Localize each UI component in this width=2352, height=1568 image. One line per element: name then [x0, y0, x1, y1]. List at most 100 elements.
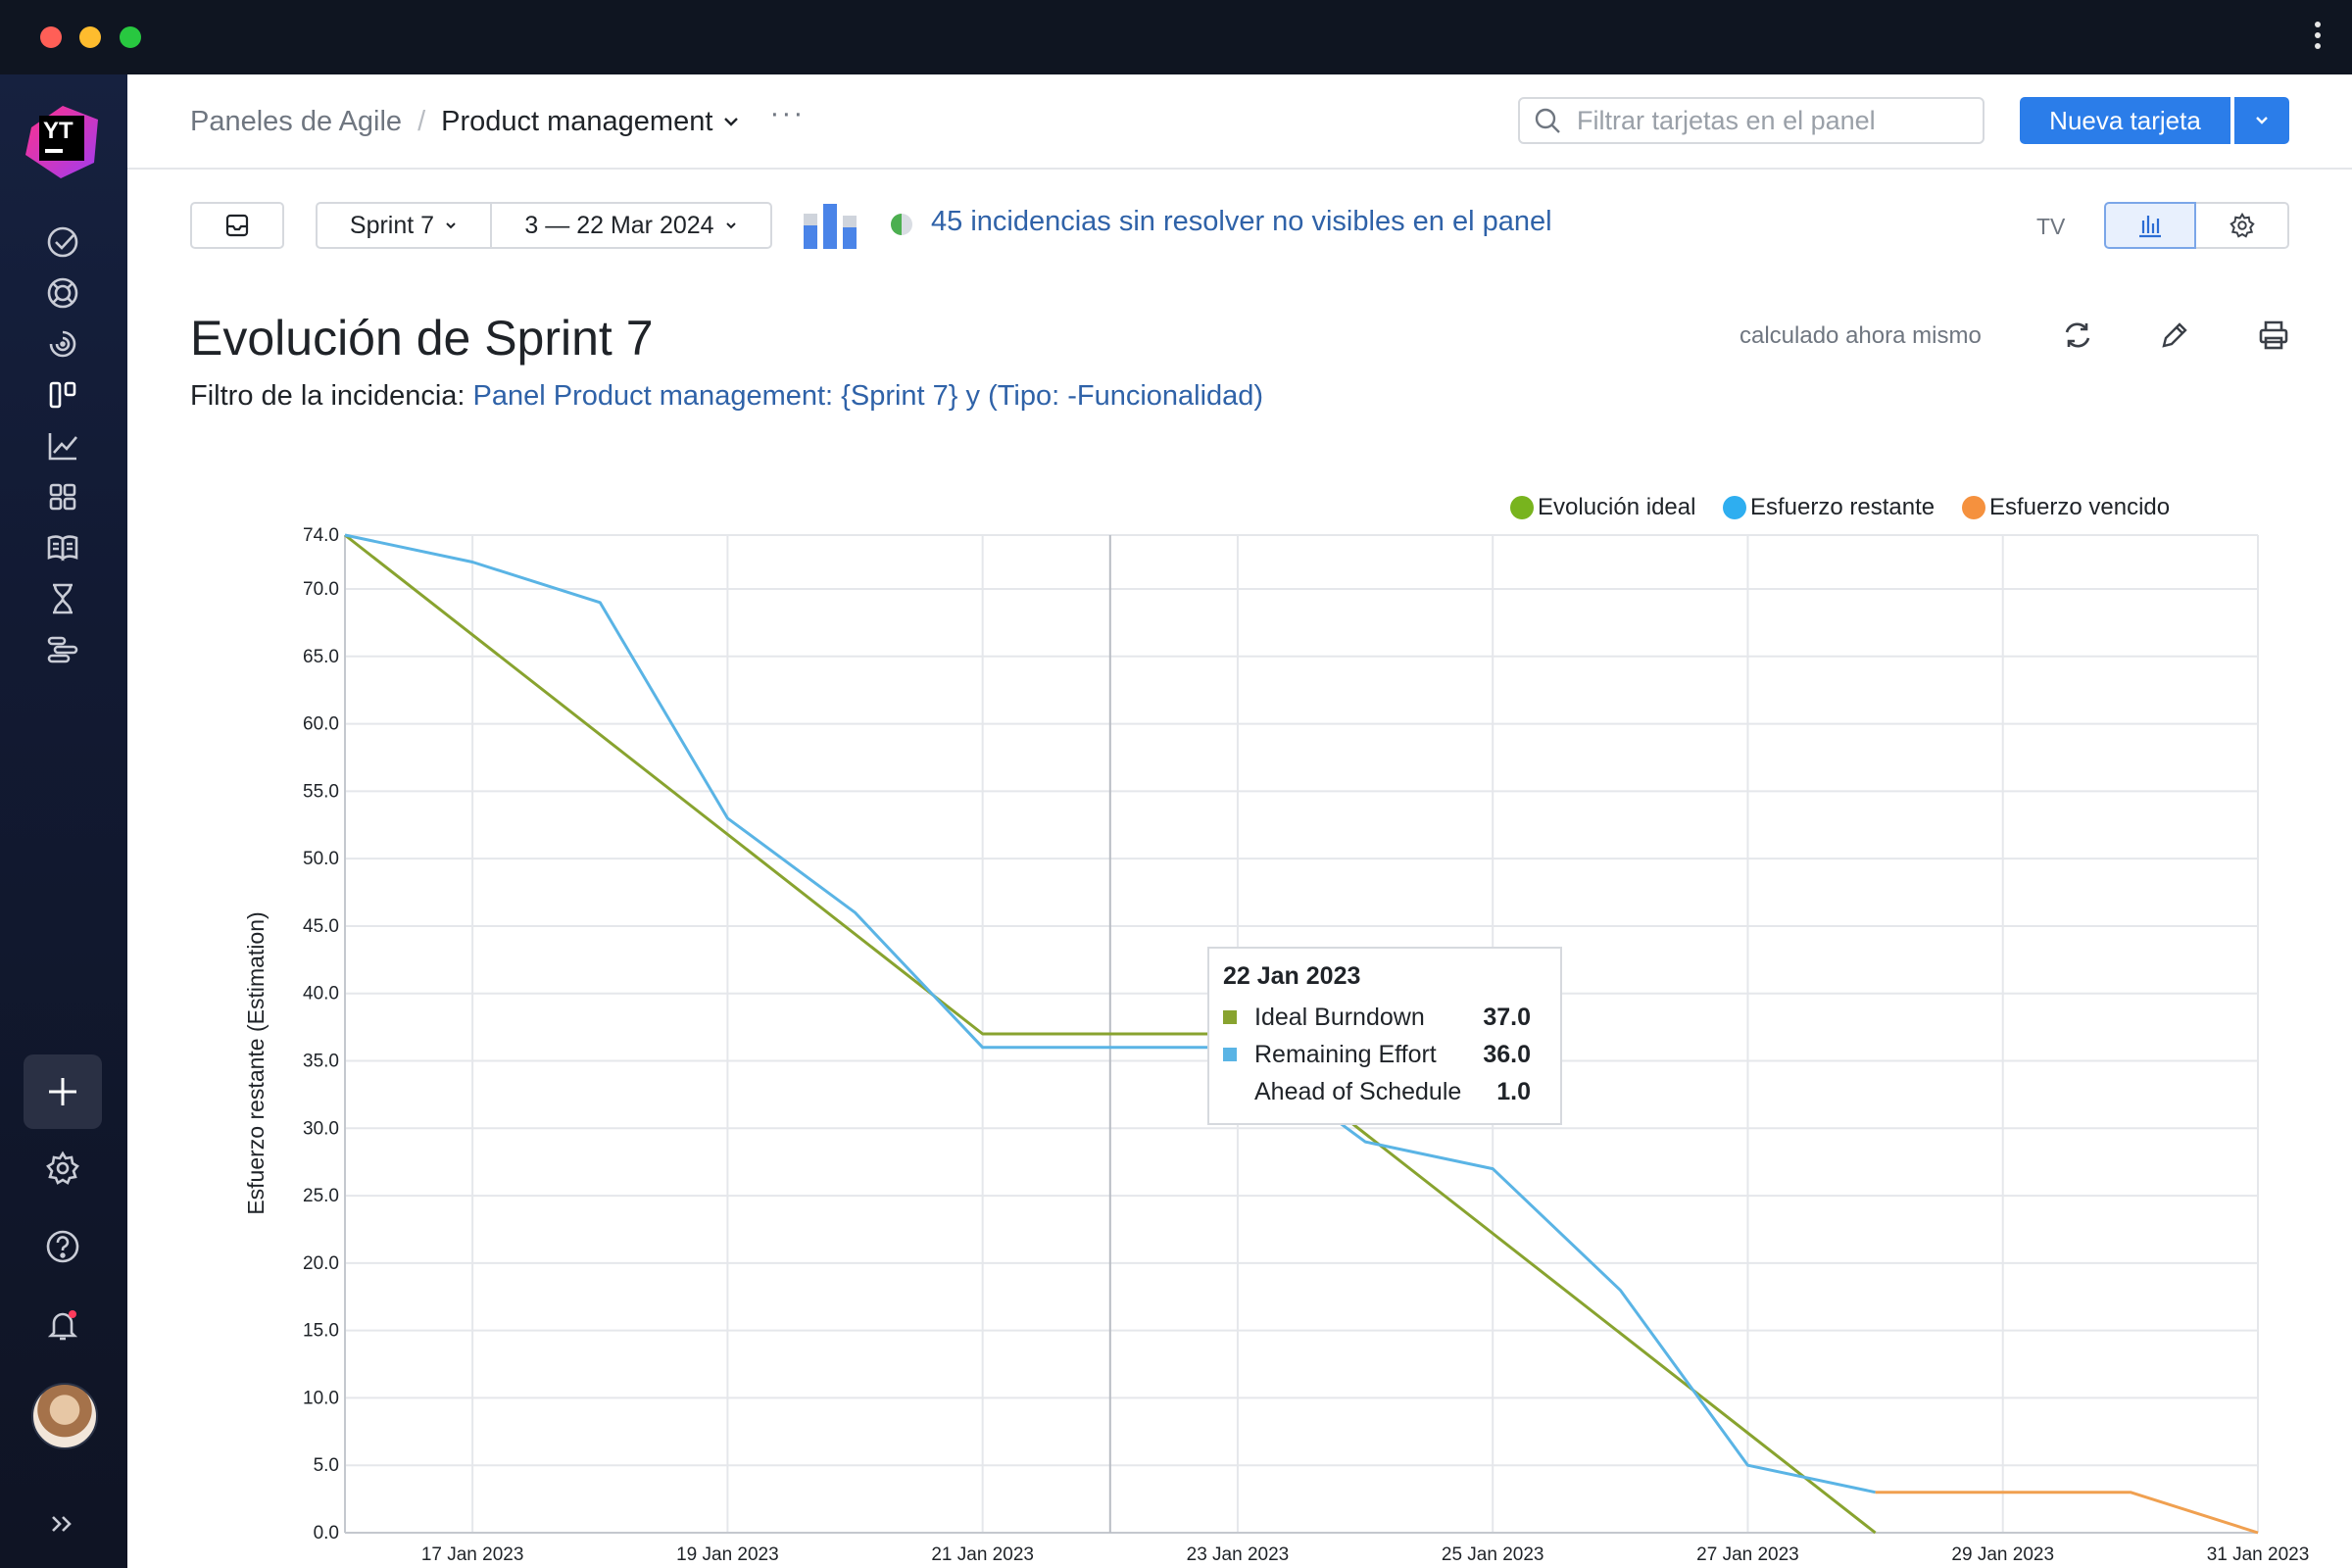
- tooltip-ahead-swatch: [1223, 1085, 1237, 1099]
- chevron-down-icon: [2256, 117, 2268, 124]
- y-tick-label: 25.0: [303, 1186, 339, 1206]
- y-tick-label: 45.0: [303, 916, 339, 937]
- tooltip-ideal-swatch: [1223, 1010, 1237, 1024]
- report-title: Evolución de Sprint 7: [190, 311, 654, 366]
- hidden-issues-link[interactable]: 45 incidencias sin resolver no visibles …: [931, 206, 1552, 237]
- gear-icon: [2229, 212, 2255, 238]
- y-tick-label: 0.0: [314, 1523, 339, 1544]
- breadcrumb-current[interactable]: Product management: [441, 105, 713, 137]
- calculated-status: calculado ahora mismo: [1740, 322, 1982, 349]
- issue-filter: Filtro de la incidencia: Panel Product m…: [190, 380, 1263, 413]
- sidebar: YT: [0, 74, 127, 1568]
- y-tick-label: 60.0: [303, 714, 339, 735]
- chevron-down-icon: [446, 222, 456, 229]
- sprint-selector[interactable]: Sprint 7: [316, 202, 492, 249]
- bar-chart-icon: [2139, 216, 2161, 238]
- series-overdue-line: [1875, 1491, 2259, 1535]
- legend-remaining[interactable]: Esfuerzo restante: [1723, 492, 1935, 523]
- breadcrumb-root-link[interactable]: Paneles de Agile: [190, 105, 403, 137]
- legend-ideal[interactable]: Evolución ideal: [1510, 492, 1695, 523]
- tooltip-row-ideal: Ideal Burndown 37.0: [1223, 999, 1546, 1036]
- search-icon: [1535, 108, 1560, 133]
- new-card-button[interactable]: Nueva tarjeta: [2020, 97, 2230, 144]
- board-settings-button[interactable]: [2196, 202, 2289, 249]
- help-icon[interactable]: [40, 1224, 85, 1269]
- youtrack-logo[interactable]: YT: [22, 100, 104, 182]
- lifebuoy-icon[interactable]: [40, 270, 85, 316]
- window-maximize-button[interactable]: [120, 26, 141, 48]
- legend-overdue-dot: [1962, 496, 1985, 519]
- y-tick-label: 65.0: [303, 647, 339, 667]
- hourglass-icon[interactable]: [40, 576, 85, 621]
- sprint-dates-selector[interactable]: 3 — 22 Mar 2024: [490, 202, 772, 249]
- notification-bell-icon[interactable]: [40, 1302, 85, 1348]
- breadcrumb: Paneles de Agile / Product management ··…: [190, 97, 805, 141]
- tooltip-row-remaining: Remaining Effort 36.0: [1223, 1036, 1546, 1073]
- legend-remaining-label: Esfuerzo restante: [1750, 494, 1936, 520]
- y-tick-label: 10.0: [303, 1388, 339, 1408]
- sprint-dates-label: 3 — 22 Mar 2024: [524, 211, 714, 239]
- spiral-icon[interactable]: [40, 321, 85, 367]
- filter-query-link[interactable]: Panel Product management: {Sprint 7} y (…: [472, 380, 1264, 412]
- series-remaining-line: [344, 533, 1876, 1494]
- window-minimize-button[interactable]: [79, 26, 101, 48]
- y-tick-label: 15.0: [303, 1321, 339, 1342]
- x-tick-label: 27 Jan 2023: [1696, 1544, 1799, 1565]
- y-tick-label: 70.0: [303, 579, 339, 600]
- tooltip-row-ahead: Ahead of Schedule 1.0: [1223, 1073, 1546, 1110]
- backlog-toggle-button[interactable]: [190, 202, 284, 249]
- tooltip-date: 22 Jan 2023: [1223, 962, 1361, 990]
- tooltip-remaining-swatch: [1223, 1048, 1237, 1061]
- chevron-down-icon[interactable]: [722, 113, 740, 130]
- expand-chevrons-icon[interactable]: [40, 1501, 85, 1546]
- dashboard-grid-icon[interactable]: [40, 474, 85, 519]
- knowledge-base-icon[interactable]: [40, 525, 85, 570]
- tv-mode-button[interactable]: TV: [2036, 214, 2066, 239]
- filter-label: Filtro de la incidencia:: [190, 380, 466, 412]
- half-circle-icon: [891, 214, 912, 235]
- chart-tooltip: 22 Jan 2023 Ideal Burndown 37.0 Remainin…: [1207, 947, 1562, 1125]
- breadcrumb-separator: /: [417, 105, 426, 137]
- reports-chart-icon[interactable]: [40, 423, 85, 468]
- board-columns-icon[interactable]: [802, 202, 858, 249]
- search-input[interactable]: [1575, 104, 1971, 137]
- y-tick-label: 55.0: [303, 781, 339, 802]
- chart-view-button[interactable]: [2104, 202, 2196, 249]
- y-tick-label: 35.0: [303, 1052, 339, 1072]
- legend-overdue[interactable]: Esfuerzo vencido: [1962, 492, 2170, 523]
- x-tick-label: 31 Jan 2023: [2207, 1544, 2310, 1565]
- legend-ideal-dot: [1510, 496, 1534, 519]
- tooltip-ahead-label: Ahead of Schedule: [1254, 1077, 1462, 1105]
- search-field[interactable]: [1518, 97, 1984, 144]
- y-tick-label: 5.0: [314, 1455, 339, 1476]
- window-menu-icon[interactable]: [2315, 22, 2323, 53]
- gear-icon[interactable]: [40, 1146, 85, 1191]
- avatar[interactable]: [31, 1383, 98, 1449]
- x-tick-label: 17 Jan 2023: [421, 1544, 524, 1565]
- y-tick-label: 74.0: [303, 525, 339, 546]
- edit-button[interactable]: [2155, 316, 2194, 355]
- check-circle-icon[interactable]: [40, 220, 85, 265]
- refresh-button[interactable]: [2058, 316, 2097, 355]
- create-new-button[interactable]: [24, 1054, 102, 1129]
- plus-icon: [49, 1078, 76, 1105]
- print-button[interactable]: [2254, 316, 2293, 355]
- inbox-icon: [225, 214, 249, 237]
- tooltip-remaining-value: 36.0: [1483, 1040, 1531, 1068]
- agile-board-icon[interactable]: [40, 372, 85, 417]
- gantt-icon[interactable]: [40, 627, 85, 672]
- legend-ideal-label: Evolución ideal: [1538, 494, 1696, 520]
- window-close-button[interactable]: [40, 26, 62, 48]
- more-actions-button[interactable]: ···: [769, 97, 806, 129]
- y-tick-label: 50.0: [303, 849, 339, 869]
- tooltip-ideal-value: 37.0: [1483, 1003, 1531, 1031]
- x-tick-label: 25 Jan 2023: [1442, 1544, 1544, 1565]
- tooltip-ahead-value: 1.0: [1496, 1077, 1531, 1105]
- new-card-dropdown-button[interactable]: [2234, 97, 2289, 144]
- legend-overdue-label: Esfuerzo vencido: [1989, 494, 2171, 520]
- header-divider: [127, 168, 2352, 170]
- x-tick-label: 23 Jan 2023: [1187, 1544, 1290, 1565]
- legend-remaining-dot: [1723, 496, 1746, 519]
